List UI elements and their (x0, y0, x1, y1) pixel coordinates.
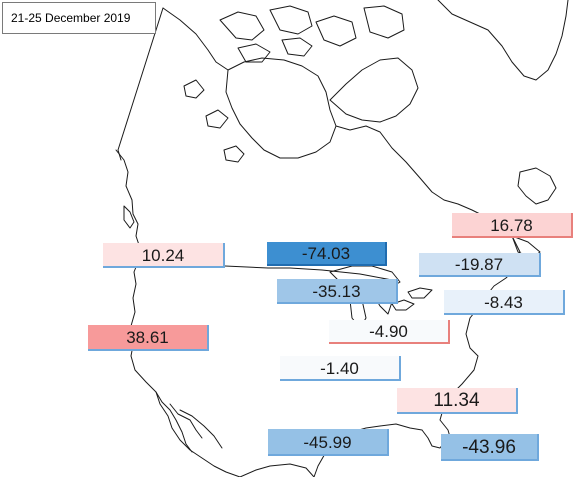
arctic-islands-outline (219, 5, 405, 63)
baja-california-outline (155, 391, 203, 453)
baffin-island-outline (329, 57, 419, 123)
greenland-outline (437, 0, 569, 81)
value-box-minus-4-90: -4.90 (329, 320, 450, 344)
value-box-minus-45-99: -45.99 (268, 429, 389, 456)
value-box-10-24: 10.24 (103, 243, 225, 268)
pacific-coastline (115, 149, 241, 477)
value-box-minus-74-03: -74.03 (267, 242, 387, 266)
canadian-lakes-outline (183, 79, 245, 163)
value-box-minus-19-87: -19.87 (419, 253, 541, 277)
value-box-11-34: 11.34 (397, 388, 518, 414)
vancouver-island-outline (123, 205, 135, 229)
value-box-38-61: 38.61 (88, 325, 209, 351)
value-box-minus-1-40: -1.40 (280, 356, 401, 381)
date-range-label: 21-25 December 2019 (2, 2, 156, 34)
alaska-border-line (117, 7, 164, 161)
value-box-minus-8-43: -8.43 (444, 290, 565, 315)
gulf-of-california-outline (179, 409, 223, 449)
newfoundland-outline (517, 167, 557, 205)
value-box-minus-35-13: -35.13 (277, 279, 398, 304)
labrador-coastline (335, 125, 501, 229)
hudson-bay-outline (225, 57, 337, 159)
arctic-coastline (162, 7, 229, 71)
value-box-minus-43-96: -43.96 (441, 434, 539, 461)
mexico-coastline (239, 463, 315, 477)
value-box-16-78: 16.78 (452, 213, 573, 238)
canada-us-border (137, 261, 393, 281)
